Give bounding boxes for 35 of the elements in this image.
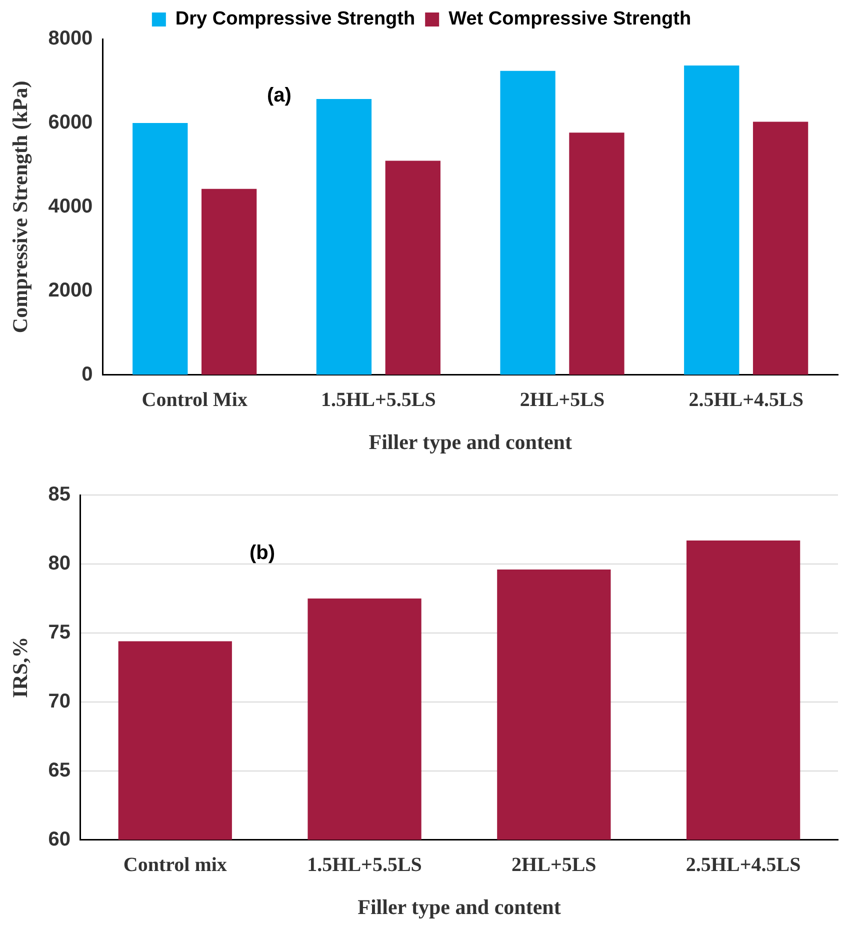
y-tick-label: 60 [48, 828, 70, 850]
y-axis-title: IRS,% [8, 636, 32, 698]
x-tick-label: Control mix [123, 854, 227, 876]
legend-label: Wet Compressive Strength [448, 8, 692, 30]
y-tick-label: 80 [48, 552, 70, 574]
annotation: (a) [266, 84, 292, 107]
y-tick-label: 65 [48, 759, 70, 782]
y-tick-label: 0 [82, 363, 93, 386]
bar [569, 132, 624, 375]
x-axis-title: Filler type and content [358, 894, 561, 919]
y-tick-label: 75 [48, 621, 70, 644]
y-tick-label: 6000 [48, 111, 93, 134]
x-tick-label: 2.5HL+4.5LS [686, 854, 801, 876]
x-tick-label: 2HL+5LS [520, 388, 605, 411]
bar [684, 65, 740, 375]
bar [752, 122, 808, 375]
bar [500, 70, 556, 375]
x-tick-label: Control Mix [142, 388, 248, 411]
legend-label: Dry Compressive Strength [175, 8, 416, 30]
y-tick-label: 2000 [48, 279, 93, 302]
x-tick-label: 1.5HL+5.5LS [321, 388, 436, 411]
x-tick-label: 1.5HL+5.5LS [307, 854, 422, 876]
annotation: (b) [249, 542, 276, 564]
x-tick-label: 2HL+5LS [512, 854, 596, 876]
y-tick-label: 85 [48, 484, 70, 506]
x-tick-label: 2.5HL+4.5LS [688, 388, 804, 411]
y-tick-label: 4000 [48, 195, 93, 218]
y-tick-label: 8000 [48, 28, 93, 50]
y-tick-label: 70 [48, 690, 70, 712]
bar [385, 160, 440, 375]
x-axis-title: Filler type and content [368, 430, 572, 454]
bar [202, 188, 257, 375]
bar [316, 99, 372, 375]
y-axis-title: Compressive Strength (kPa) [8, 80, 32, 334]
bar [132, 122, 188, 375]
